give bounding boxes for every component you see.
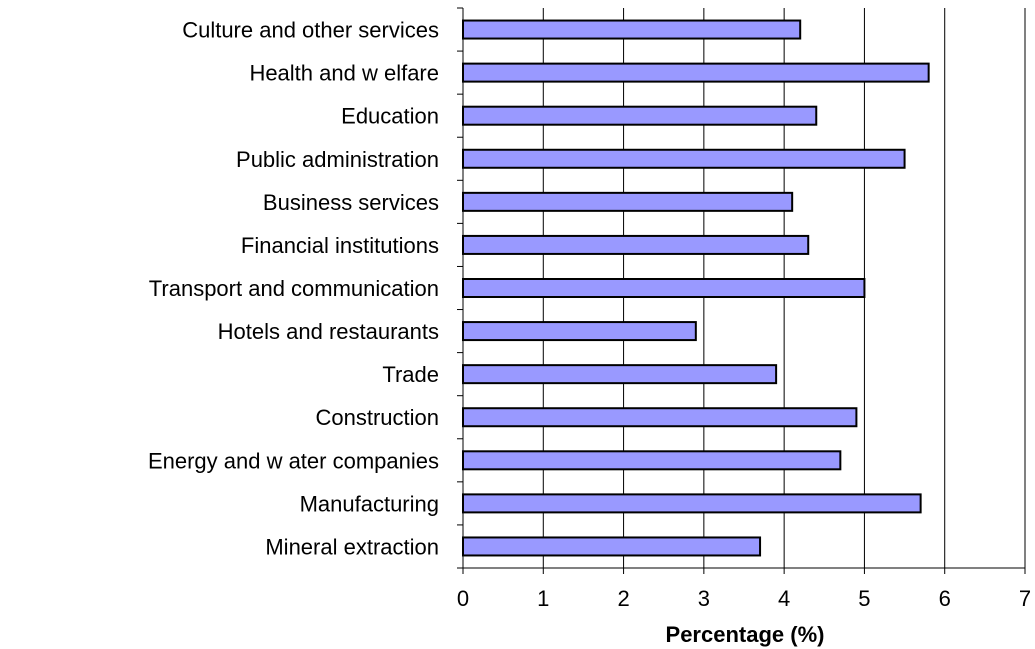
x-tick-label-2: 2 (617, 586, 629, 611)
category-label-3: Public administration (236, 147, 439, 172)
x-tick-label-7: 7 (1019, 586, 1031, 611)
x-tick-label-5: 5 (858, 586, 870, 611)
category-label-11: Manufacturing (300, 491, 439, 516)
category-label-0: Culture and other services (182, 18, 439, 43)
bar-7 (462, 321, 697, 342)
bar-6 (462, 278, 866, 298)
category-label-5: Financial institutions (241, 233, 439, 258)
category-label-7: Hotels and restaurants (218, 319, 439, 344)
category-label-1: Health and w elfare (249, 61, 439, 86)
bar-12 (462, 536, 762, 557)
category-label-6: Transport and communication (149, 276, 439, 301)
bar-5 (462, 234, 810, 255)
x-tick-label-1: 1 (537, 586, 549, 611)
x-axis-title: Percentage (%) (666, 622, 825, 647)
category-label-12: Mineral extraction (265, 534, 439, 559)
bar-4 (462, 191, 794, 212)
x-tick-label-4: 4 (778, 586, 790, 611)
category-label-4: Business services (263, 190, 439, 215)
axes (457, 7, 1026, 574)
x-tick-label-0: 0 (457, 586, 469, 611)
bar-0 (462, 19, 802, 40)
x-tick-label-3: 3 (698, 586, 710, 611)
bars (462, 19, 930, 557)
bar-8 (462, 364, 778, 385)
bar-9 (462, 407, 858, 428)
bar-1 (462, 62, 930, 83)
bar-2 (462, 105, 818, 126)
category-label-8: Trade (382, 362, 439, 387)
category-label-9: Construction (315, 405, 439, 430)
bar-11 (462, 493, 922, 514)
x-tick-labels: 0 1 2 3 4 5 6 7 (457, 586, 1031, 611)
bar-10 (462, 450, 842, 471)
category-label-10: Energy and w ater companies (148, 448, 439, 473)
bar-3 (462, 148, 906, 169)
category-label-2: Education (341, 104, 439, 129)
category-labels: Culture and other services Health and w e… (148, 18, 439, 560)
x-tick-label-6: 6 (939, 586, 951, 611)
